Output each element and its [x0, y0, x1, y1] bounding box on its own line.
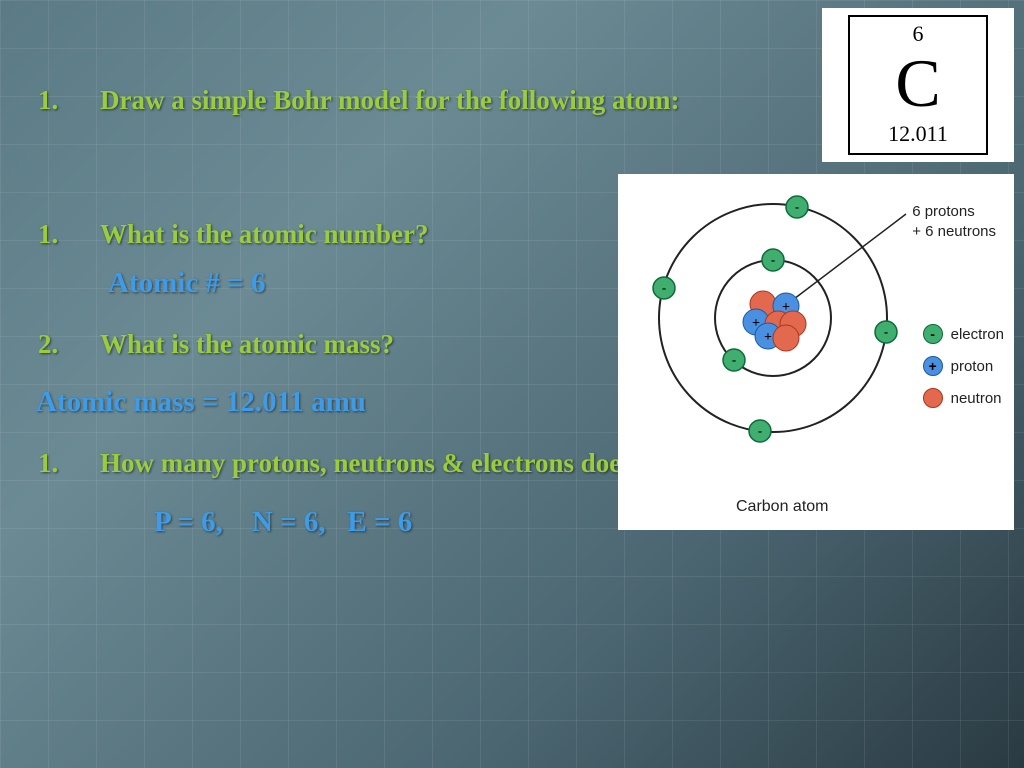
svg-text:-: -	[771, 252, 775, 267]
legend-neutron: neutron	[923, 388, 1004, 408]
element-atomic-mass: 12.011	[888, 121, 948, 147]
element-tile: 6 C 12.011	[822, 8, 1014, 162]
q1-num: 1.	[72, 82, 100, 118]
nucleus-pointer	[790, 214, 906, 302]
q1-text: Draw a simple Bohr model for the followi…	[100, 85, 679, 115]
proton-icon: +	[923, 356, 943, 376]
q3-num: 2.	[72, 326, 100, 362]
legend-electron-label: electron	[951, 326, 1004, 343]
element-atomic-number: 6	[913, 21, 924, 47]
nucleus: + + +	[743, 291, 806, 351]
nucleus-label-1: 6 protons	[912, 203, 975, 220]
element-symbol: C	[895, 53, 940, 114]
legend-proton-label: proton	[951, 358, 994, 375]
svg-text:-: -	[884, 324, 888, 339]
q2-num: 1.	[72, 216, 100, 252]
question-1: 1.Draw a simple Bohr model for the follo…	[106, 82, 726, 118]
legend-neutron-label: neutron	[951, 390, 1002, 407]
bohr-legend: - electron + proton neutron	[923, 324, 1004, 420]
legend-proton: + proton	[923, 356, 1004, 376]
nucleus-label-2: + 6 neutrons	[912, 223, 996, 240]
bohr-diagram: + + + - - - - - - 6 protons + 6 neutrons…	[618, 174, 1014, 530]
element-tile-inner: 6 C 12.011	[848, 15, 988, 155]
q3-text: What is the atomic mass?	[100, 329, 394, 359]
svg-text:-: -	[732, 352, 736, 367]
bohr-caption: Carbon atom	[736, 498, 829, 516]
svg-text:-: -	[662, 280, 666, 295]
electron-icon: -	[923, 324, 943, 344]
svg-text:+: +	[764, 330, 772, 345]
svg-text:-: -	[758, 423, 762, 438]
q4-num: 1.	[72, 445, 100, 481]
q2-text: What is the atomic number?	[100, 219, 428, 249]
svg-text:-: -	[795, 199, 799, 214]
legend-electron: - electron	[923, 324, 1004, 344]
nucleus-label: 6 protons + 6 neutrons	[912, 202, 996, 241]
neutron-icon	[923, 388, 943, 408]
